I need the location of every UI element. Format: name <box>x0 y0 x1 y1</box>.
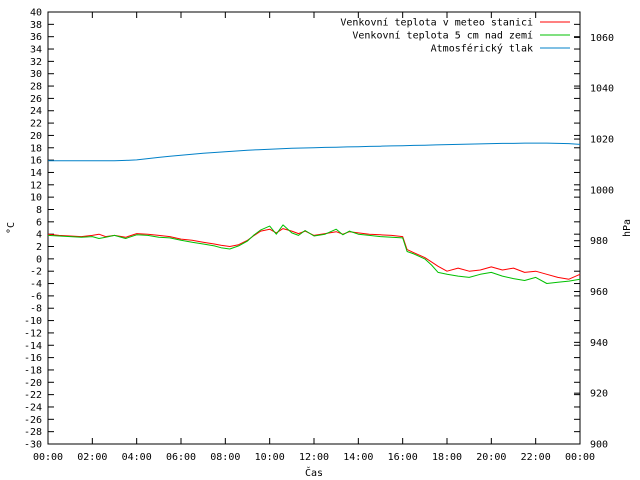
x-tick-label: 04:00 <box>122 452 152 463</box>
series-lines <box>47 142 581 284</box>
y-tick-label: -26 <box>24 415 42 426</box>
y-axis-left-label: °C <box>6 222 17 234</box>
y-tick-label: -30 <box>24 440 42 451</box>
y2-tick-label: 1040 <box>590 84 614 95</box>
series-line-2 <box>47 224 581 284</box>
x-tick-label: 14:00 <box>343 452 373 463</box>
x-tick-label: 02:00 <box>77 452 107 463</box>
y-tick-label: 14 <box>30 168 42 179</box>
y-tick-label: 20 <box>30 131 42 142</box>
y-tick-label: -6 <box>30 291 42 302</box>
x-tick-label: 18:00 <box>432 452 462 463</box>
y-tick-label: 32 <box>30 57 42 68</box>
x-tick-label: 12:00 <box>299 452 329 463</box>
y-tick-label: -4 <box>30 279 42 290</box>
y-tick-label: -2 <box>30 267 42 278</box>
y-tick-label: -10 <box>24 316 42 327</box>
y-tick-label: 2 <box>36 242 42 253</box>
y-tick-label: 10 <box>30 193 42 204</box>
x-axis-ticks: 00:00 02:00 04:00 06:00 08:00 10:00 12:00 14:00… <box>33 12 595 463</box>
y-tick-label: -14 <box>24 341 42 352</box>
legend: Venkovní teplota v meteo staniciVenkovní… <box>340 17 570 55</box>
y2-tick-label: 960 <box>590 287 608 298</box>
y-tick-label: -24 <box>24 402 42 413</box>
y-tick-label: 6 <box>36 217 42 228</box>
y2-tick-label: 980 <box>590 236 608 247</box>
y2-tick-label: 1020 <box>590 135 614 146</box>
y-tick-label: 0 <box>36 254 42 265</box>
y-tick-label: -20 <box>24 378 42 389</box>
y-tick-label: 28 <box>30 82 42 93</box>
y-tick-label: 26 <box>30 94 42 105</box>
y-axis-right-label: hPa <box>622 219 633 237</box>
y-tick-label: 30 <box>30 69 42 80</box>
y-tick-label: -16 <box>24 353 42 364</box>
x-tick-label: 00:00 <box>565 452 595 463</box>
y-axis-left-ticks: -30-28-26-24-22-20-18-16-14-12-10-8-6-4-… <box>24 8 580 451</box>
y-tick-label: 38 <box>30 20 42 31</box>
x-tick-label: 08:00 <box>210 452 240 463</box>
y-tick-label: 36 <box>30 32 42 43</box>
x-tick-label: 10:00 <box>255 452 285 463</box>
y2-tick-label: 920 <box>590 389 608 400</box>
y-tick-label: -8 <box>30 304 42 315</box>
y-tick-label: -12 <box>24 328 42 339</box>
legend-label-3: Atmosférický tlak <box>431 43 533 55</box>
y-tick-label: 24 <box>30 106 42 117</box>
y2-tick-label: 1060 <box>590 33 614 44</box>
legend-label-1: Venkovní teplota v meteo stanici <box>340 17 533 29</box>
series-line-3 <box>48 142 581 162</box>
x-tick-label: 06:00 <box>166 452 196 463</box>
y2-tick-label: 1000 <box>590 185 614 196</box>
y-tick-label: 40 <box>30 8 42 19</box>
y-tick-label: 34 <box>30 45 42 56</box>
y-tick-label: -18 <box>24 365 42 376</box>
plot-area-border <box>47 11 581 445</box>
y-tick-label: 22 <box>30 119 42 130</box>
y-tick-label: -28 <box>24 427 42 438</box>
y-tick-label: 4 <box>36 230 42 241</box>
y-tick-label: 18 <box>30 143 42 154</box>
x-tick-label: 16:00 <box>388 452 418 463</box>
x-tick-label: 22:00 <box>521 452 551 463</box>
x-axis-label: Čas <box>305 466 323 479</box>
y2-tick-label: 940 <box>590 338 608 349</box>
x-tick-label: 20:00 <box>476 452 506 463</box>
y-tick-label: 12 <box>30 180 42 191</box>
y-tick-label: 8 <box>36 205 42 216</box>
x-tick-label: 00:00 <box>33 452 63 463</box>
y-axis-right-ticks: 900 920 940 960 980 1000 1020 1040 1060 <box>574 33 614 451</box>
legend-label-2: Venkovní teplota 5 cm nad zemí <box>352 30 533 42</box>
y-tick-label: 16 <box>30 156 42 167</box>
y-tick-label: -22 <box>24 390 42 401</box>
y2-tick-label: 900 <box>590 440 608 451</box>
